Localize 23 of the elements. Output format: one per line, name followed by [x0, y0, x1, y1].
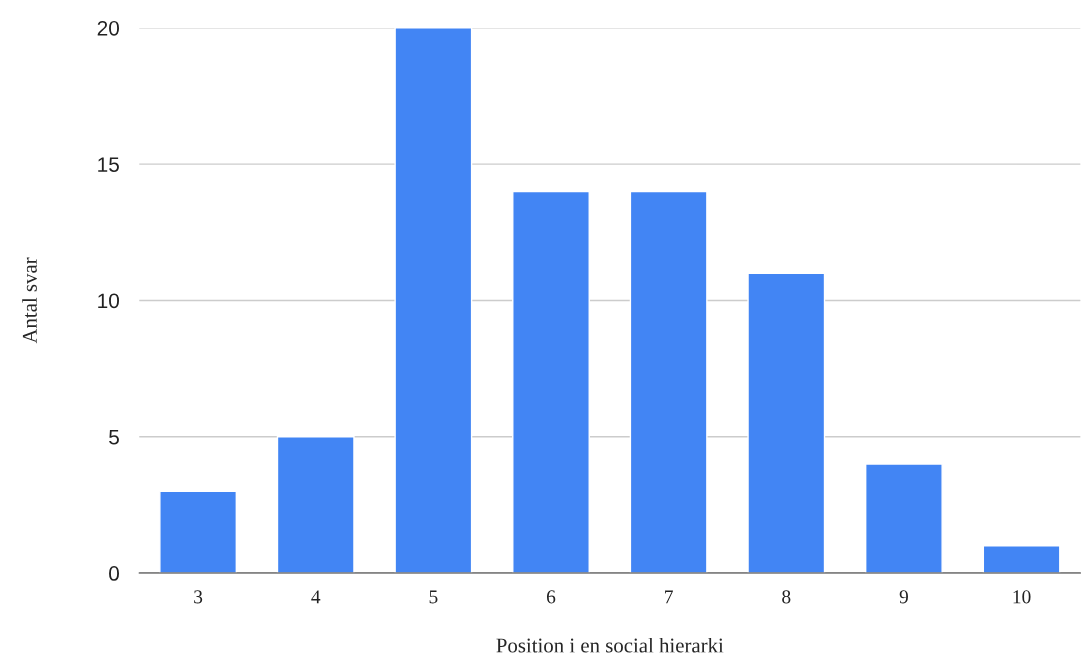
y-tick-label: 20: [97, 20, 120, 36]
bar: [982, 545, 1061, 574]
x-tick-label: 9: [899, 590, 908, 604]
x-tick-label: 7: [665, 590, 673, 604]
x-tick-label: 4: [311, 590, 321, 604]
bar: [629, 190, 708, 574]
bar: [864, 463, 943, 574]
bar: [512, 190, 590, 574]
y-tick-label: 10: [98, 293, 120, 309]
y-axis-title: Antal svar: [22, 257, 37, 344]
x-tick-label: 3: [194, 590, 203, 604]
bar: [276, 436, 355, 574]
x-tick-label: 8: [782, 590, 791, 604]
bar: [394, 27, 473, 574]
bar: [747, 272, 826, 574]
y-tick-label: 5: [109, 429, 119, 445]
y-tick-label: 15: [98, 157, 119, 172]
y-tick-label: 0: [109, 566, 120, 581]
x-tick-label: 6: [546, 590, 556, 604]
bar: [159, 490, 238, 574]
x-axis-title: Position i en social hierarki: [496, 637, 724, 653]
x-tick-label: 5: [429, 590, 438, 604]
x-tick-label: 10: [1013, 590, 1031, 604]
